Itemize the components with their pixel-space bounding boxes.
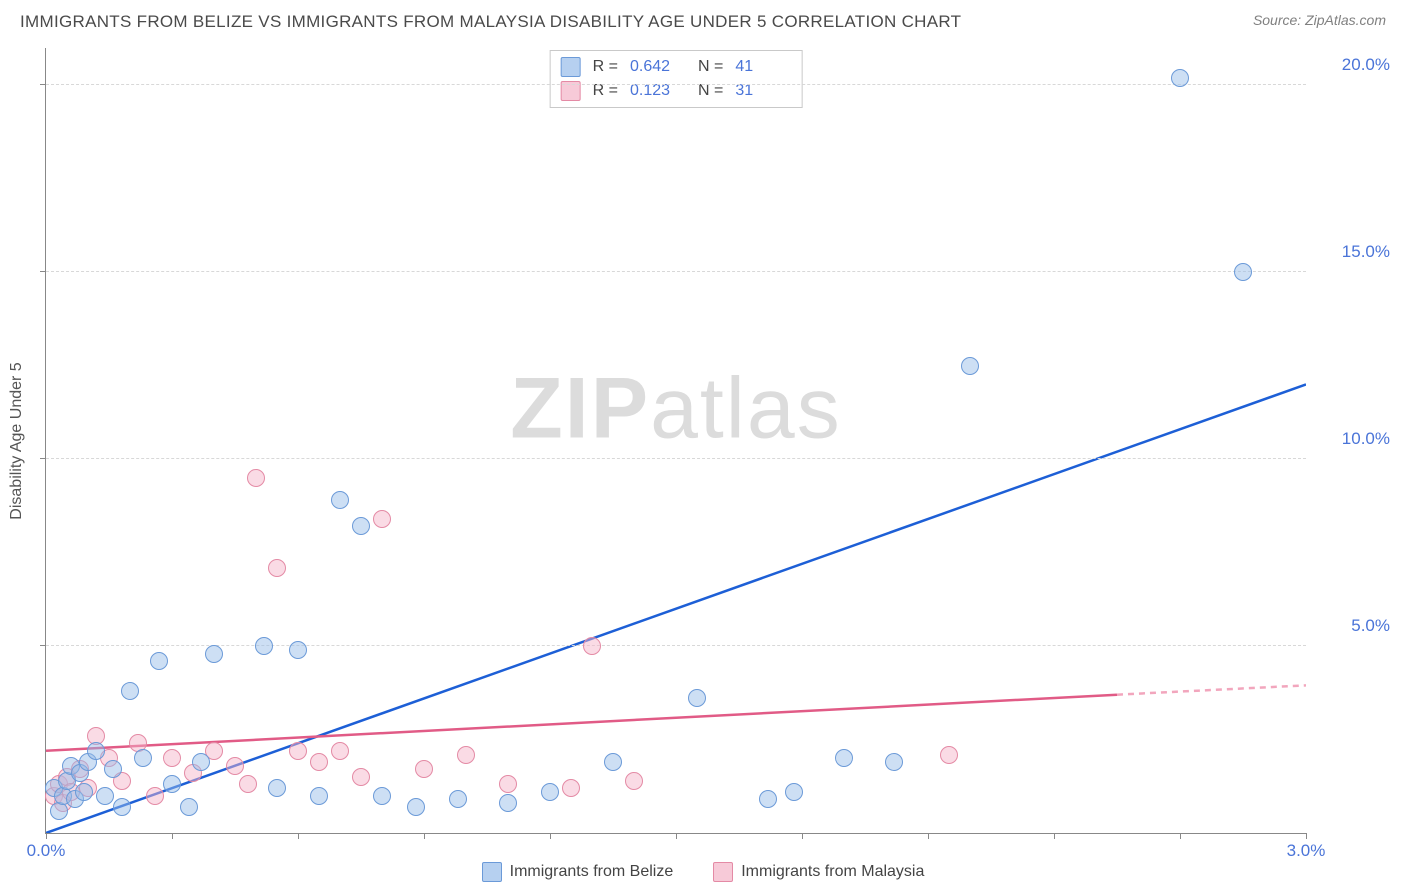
- gridline: [46, 458, 1306, 459]
- legend-label: Immigrants from Belize: [510, 863, 674, 881]
- legend-item-belize: Immigrants from Belize: [482, 862, 674, 882]
- scatter-point: [255, 637, 273, 655]
- scatter-point: [121, 682, 139, 700]
- y-tick: [40, 458, 46, 459]
- x-tick-label: 0.0%: [27, 841, 66, 861]
- scatter-point: [1234, 263, 1252, 281]
- x-tick: [1180, 833, 1181, 839]
- scatter-point: [268, 559, 286, 577]
- scatter-point: [113, 798, 131, 816]
- x-tick: [1054, 833, 1055, 839]
- scatter-point: [192, 753, 210, 771]
- scatter-point: [835, 749, 853, 767]
- x-tick: [424, 833, 425, 839]
- scatter-point: [289, 641, 307, 659]
- legend-item-malaysia: Immigrants from Malaysia: [713, 862, 924, 882]
- scatter-point: [785, 783, 803, 801]
- x-tick: [1306, 833, 1307, 839]
- plot-area: ZIPatlas R = 0.642 N = 41 R = 0.123 N = …: [45, 48, 1306, 834]
- scatter-point: [688, 689, 706, 707]
- scatter-point: [134, 749, 152, 767]
- gridline: [46, 645, 1306, 646]
- scatter-point: [583, 637, 601, 655]
- scatter-point: [562, 779, 580, 797]
- x-tick: [676, 833, 677, 839]
- x-tick: [298, 833, 299, 839]
- r-value: 0.642: [630, 58, 686, 76]
- gridline: [46, 271, 1306, 272]
- scatter-point: [961, 357, 979, 375]
- x-tick: [802, 833, 803, 839]
- scatter-point: [331, 742, 349, 760]
- n-label: N =: [698, 58, 723, 76]
- header: IMMIGRANTS FROM BELIZE VS IMMIGRANTS FRO…: [0, 0, 1406, 38]
- chart-title: IMMIGRANTS FROM BELIZE VS IMMIGRANTS FRO…: [20, 12, 961, 32]
- scatter-point: [239, 775, 257, 793]
- scatter-point: [759, 790, 777, 808]
- scatter-point: [499, 794, 517, 812]
- scatter-point: [457, 746, 475, 764]
- scatter-point: [331, 491, 349, 509]
- trend-lines: [46, 48, 1306, 833]
- swatch-blue-icon: [482, 862, 502, 882]
- scatter-point: [104, 760, 122, 778]
- scatter-point: [268, 779, 286, 797]
- x-tick-label: 3.0%: [1287, 841, 1326, 861]
- swatch-pink-icon: [713, 862, 733, 882]
- scatter-point: [310, 787, 328, 805]
- legend-row-belize: R = 0.642 N = 41: [561, 55, 792, 79]
- scatter-point: [415, 760, 433, 778]
- scatter-point: [247, 469, 265, 487]
- x-tick: [550, 833, 551, 839]
- scatter-point: [226, 757, 244, 775]
- scatter-point: [352, 517, 370, 535]
- y-tick-label: 15.0%: [1342, 242, 1390, 262]
- chart-area: Disability Age Under 5 ZIPatlas R = 0.64…: [45, 48, 1306, 834]
- scatter-point: [499, 775, 517, 793]
- scatter-point: [1171, 69, 1189, 87]
- n-value: 41: [735, 58, 791, 76]
- scatter-point: [625, 772, 643, 790]
- scatter-point: [310, 753, 328, 771]
- scatter-point: [373, 787, 391, 805]
- scatter-point: [96, 787, 114, 805]
- scatter-point: [180, 798, 198, 816]
- y-axis-title: Disability Age Under 5: [8, 362, 26, 519]
- y-tick-label: 10.0%: [1342, 429, 1390, 449]
- x-tick: [928, 833, 929, 839]
- scatter-point: [87, 742, 105, 760]
- scatter-point: [75, 783, 93, 801]
- y-tick: [40, 84, 46, 85]
- scatter-point: [449, 790, 467, 808]
- scatter-point: [163, 749, 181, 767]
- scatter-point: [604, 753, 622, 771]
- scatter-point: [885, 753, 903, 771]
- watermark: ZIPatlas: [510, 360, 841, 459]
- scatter-point: [289, 742, 307, 760]
- scatter-point: [541, 783, 559, 801]
- scatter-point: [205, 645, 223, 663]
- scatter-point: [352, 768, 370, 786]
- scatter-point: [940, 746, 958, 764]
- scatter-point: [163, 775, 181, 793]
- x-tick: [46, 833, 47, 839]
- scatter-point: [146, 787, 164, 805]
- series-legend: Immigrants from Belize Immigrants from M…: [0, 862, 1406, 882]
- r-label: R =: [593, 58, 618, 76]
- x-tick: [172, 833, 173, 839]
- scatter-point: [407, 798, 425, 816]
- correlation-legend: R = 0.642 N = 41 R = 0.123 N = 31: [550, 50, 803, 108]
- scatter-point: [150, 652, 168, 670]
- y-tick: [40, 271, 46, 272]
- y-tick-label: 5.0%: [1351, 616, 1390, 636]
- y-tick-label: 20.0%: [1342, 55, 1390, 75]
- source-attribution: Source: ZipAtlas.com: [1253, 12, 1386, 28]
- gridline: [46, 84, 1306, 85]
- y-tick: [40, 645, 46, 646]
- legend-row-malaysia: R = 0.123 N = 31: [561, 79, 792, 103]
- scatter-point: [373, 510, 391, 528]
- swatch-blue-icon: [561, 57, 581, 77]
- legend-label: Immigrants from Malaysia: [741, 863, 924, 881]
